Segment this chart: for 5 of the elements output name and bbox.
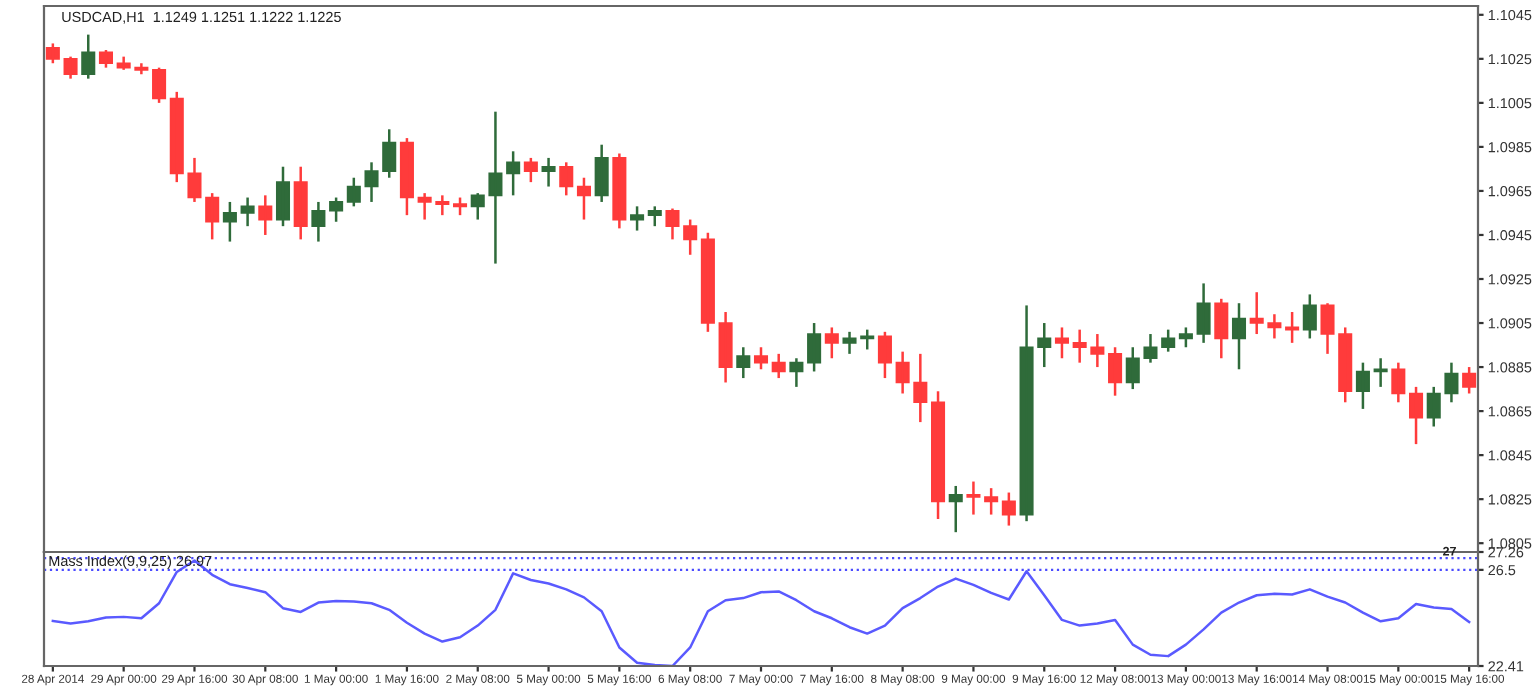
candlestick (824, 326, 839, 360)
candlestick (523, 156, 538, 184)
candlestick (329, 196, 344, 224)
line-series (51, 559, 1471, 666)
candlestick (222, 200, 237, 243)
